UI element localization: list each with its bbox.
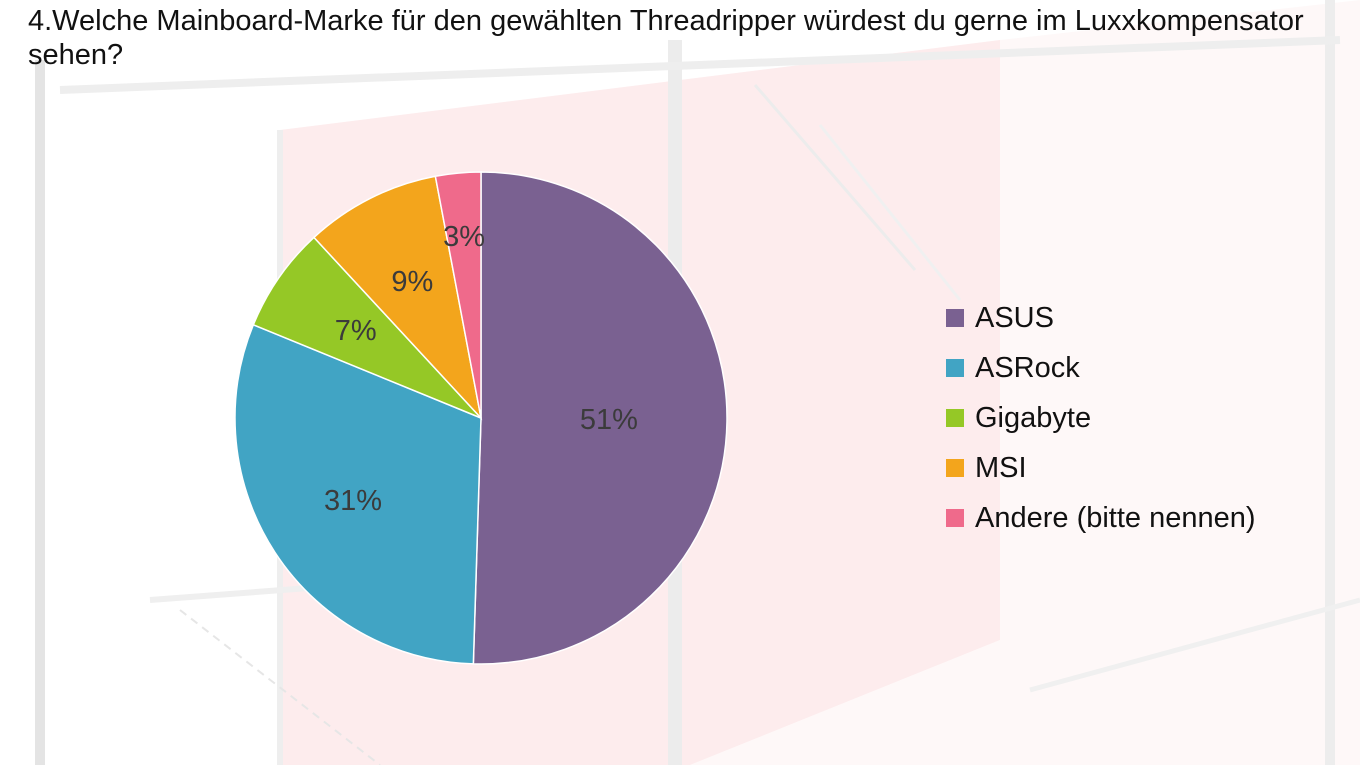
data-label-asrock: 31% [324,485,382,517]
legend: ASUS ASRock Gigabyte MSI Andere (bitte nenne… [946,293,1256,543]
data-label-asus: 51% [580,404,638,436]
pie-slices [234,171,728,665]
legend-label: Andere (bitte nennen) [975,501,1256,534]
data-label-msi: 9% [391,266,433,298]
pie-slice-msi [312,175,483,421]
legend-label: MSI [975,451,1027,484]
legend-swatch [946,509,964,527]
legend-item-andere-bitte-nennen: Andere (bitte nennen) [946,493,1256,543]
legend-item-gigabyte: Gigabyte [946,393,1256,443]
legend-item-asus: ASUS [946,293,1256,343]
legend-swatch [946,309,964,327]
legend-swatch [946,409,964,427]
data-label-gigabyte: 7% [335,315,377,347]
pie-slice-asrock [234,323,482,665]
pie-data-labels: 51% 31% 7% 9% 3% [324,221,638,517]
legend-label: Gigabyte [975,401,1092,434]
pie-slice-asus [472,171,728,665]
chart-title: 4.Welche Mainboard-Marke für den gewählt… [28,5,1304,71]
pie-slice-andere-bitte-nennen [434,171,482,419]
legend-swatch [946,459,964,477]
legend-label: ASRock [975,351,1080,384]
pie-slice-gigabyte [252,236,482,419]
legend-label: ASUS [975,301,1054,334]
legend-item-asrock: ASRock [946,343,1256,393]
data-label-andere-bitte-nennen: 3% [443,221,485,253]
legend-swatch [946,359,964,377]
legend-item-msi: MSI [946,443,1256,493]
